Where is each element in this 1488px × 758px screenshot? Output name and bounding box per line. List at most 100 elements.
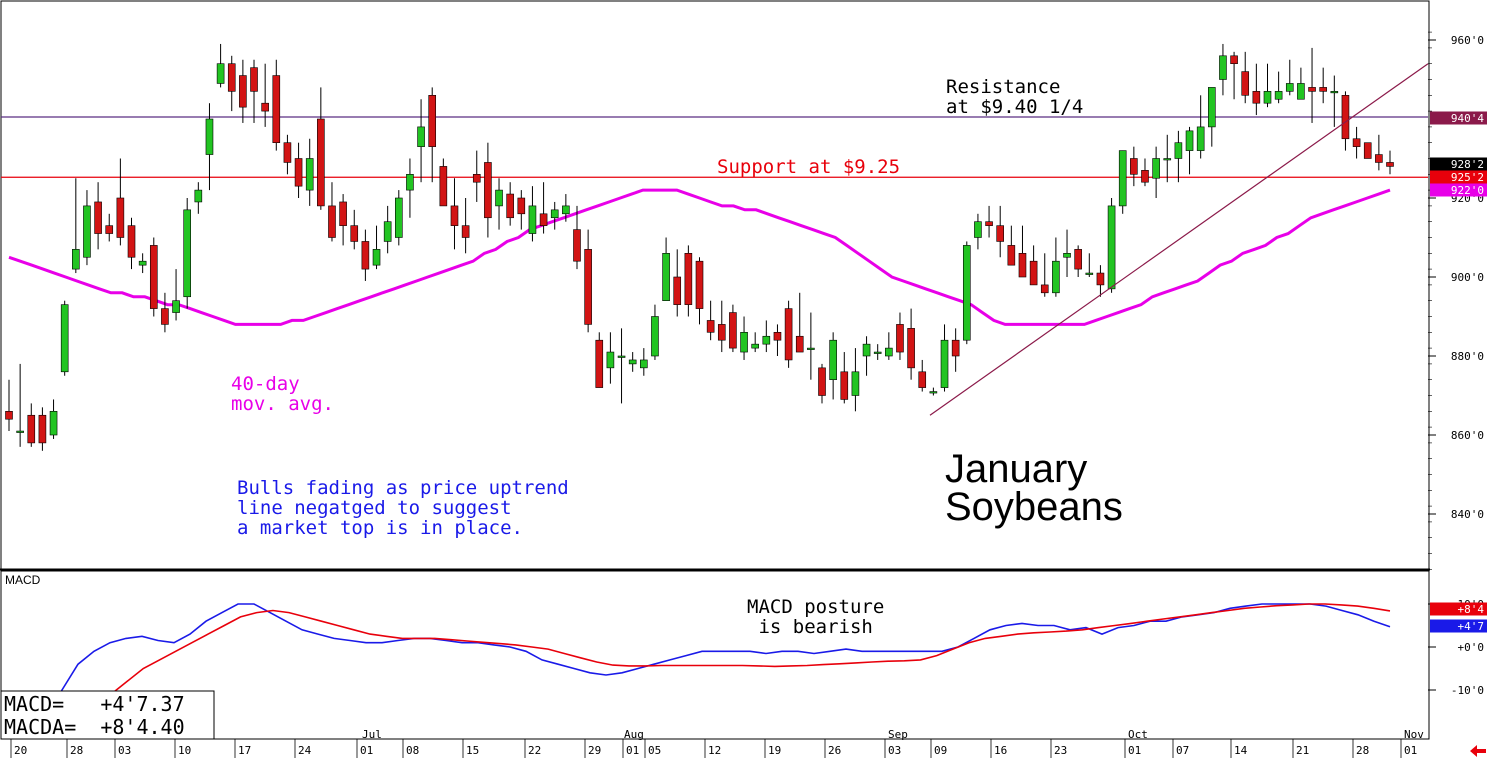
candle-body — [818, 367, 826, 396]
candle — [194, 182, 203, 214]
candle — [1263, 63, 1272, 108]
candle-body — [706, 320, 715, 333]
candle-body — [562, 205, 570, 215]
x-tick-label: 29 — [588, 744, 601, 757]
candle — [1375, 134, 1383, 171]
candle-body — [918, 371, 927, 388]
y-tick-label: 960'0 — [1451, 34, 1484, 47]
candle — [105, 213, 114, 242]
candle-body — [116, 197, 125, 238]
date-x-axis: 20 28 03 10 17 24 01 08 15 22 29 01 05 12 19 26 03 09 16 23… — [10, 728, 1424, 758]
candle-body — [1252, 91, 1261, 104]
candle-body — [539, 213, 548, 226]
candle-body — [840, 371, 849, 400]
candle-body — [428, 95, 437, 147]
macda-series-line — [51, 603, 1391, 738]
candle-body — [183, 209, 191, 298]
candle-body — [227, 63, 236, 92]
candle — [595, 332, 604, 388]
price-panel-frame — [0, 0, 1430, 570]
candle — [1174, 130, 1183, 183]
candle-body — [60, 304, 69, 373]
candle-body — [394, 197, 403, 238]
candle — [205, 103, 214, 191]
price-badge — [1430, 111, 1487, 125]
support-resistance-lines — [1, 116, 1428, 178]
candle-body — [450, 205, 459, 226]
candle-body — [1185, 130, 1194, 151]
candle-body — [807, 347, 815, 350]
candle-body — [1263, 91, 1272, 104]
candle-body — [495, 189, 503, 207]
candle-body — [83, 205, 91, 258]
moving-average-line — [8, 188, 1391, 326]
candle — [729, 304, 737, 353]
candle — [1386, 150, 1394, 175]
candle-body — [1330, 91, 1339, 94]
candle — [383, 205, 392, 254]
candle — [695, 257, 704, 325]
candle-body — [172, 300, 180, 313]
candle-body — [628, 359, 637, 365]
candle — [417, 99, 425, 183]
x-tick-label: 14 — [1234, 744, 1248, 757]
candle-body — [294, 158, 303, 187]
x-tick-label: 01 — [626, 744, 639, 757]
candle — [1007, 225, 1016, 266]
candle-body — [49, 410, 58, 436]
candle-body — [339, 201, 347, 226]
candle — [862, 336, 871, 376]
candle-body — [885, 347, 893, 357]
candle — [985, 205, 993, 238]
y-tick-label: 840'0 — [1451, 508, 1484, 521]
candle — [1274, 71, 1283, 104]
candle-body — [606, 351, 615, 369]
candle — [116, 158, 125, 246]
candle — [161, 292, 169, 333]
candle — [1052, 237, 1060, 297]
candlesticks — [5, 43, 1394, 451]
x-tick-label: 08 — [406, 744, 419, 757]
candle-body — [1196, 126, 1205, 151]
macd-series-line — [31, 603, 1391, 738]
candle — [907, 308, 915, 380]
candle-body — [205, 118, 214, 155]
candle-body — [250, 67, 258, 92]
candle — [49, 399, 58, 439]
month-label: Sep — [888, 728, 908, 741]
month-label: Aug — [624, 728, 644, 741]
candle-body — [617, 355, 626, 358]
macd-note-line2: is bearish — [747, 616, 873, 638]
candle-body — [985, 221, 993, 226]
candle-body — [1297, 83, 1305, 100]
candle — [27, 403, 36, 447]
x-tick-label: 15 — [466, 744, 479, 757]
x-tick-label: 20 — [14, 744, 27, 757]
candle — [951, 328, 960, 372]
candle — [305, 138, 314, 206]
candle — [1152, 146, 1160, 198]
candle-body — [38, 414, 47, 444]
month-label: Jul — [362, 728, 382, 741]
candle-body — [149, 245, 158, 309]
x-tick-label: 01 — [1404, 744, 1417, 757]
candle — [428, 87, 437, 183]
candle-body — [272, 75, 281, 144]
candle — [640, 348, 648, 376]
resistance-label-line1: Resistance — [946, 76, 1060, 98]
macd-y-tick-label: -10'0 — [1451, 684, 1484, 697]
candle — [261, 63, 269, 127]
candle — [751, 332, 759, 353]
candle-body — [1074, 249, 1082, 270]
left-arrow-icon[interactable] — [1470, 745, 1486, 757]
candle-body — [1118, 150, 1127, 207]
macd-badge — [1430, 619, 1487, 633]
candle-body — [1085, 272, 1094, 275]
candle — [127, 217, 136, 270]
candle — [1208, 87, 1216, 147]
candle — [1196, 95, 1205, 159]
candle-body — [1241, 71, 1250, 96]
x-tick-label: 07 — [1176, 744, 1189, 757]
candle-body — [1040, 284, 1049, 294]
